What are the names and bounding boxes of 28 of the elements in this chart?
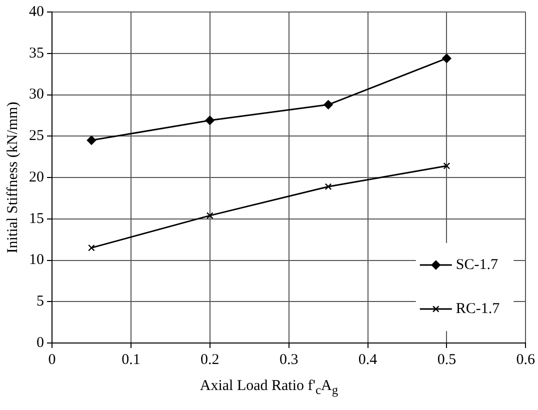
y-tick-label: 5: [36, 294, 44, 310]
point: [205, 116, 214, 126]
x-axis-title: Axial Load Ratio f'$_{c}$A$_{g}$: [198, 378, 340, 398]
y-tick-label: 15: [29, 210, 44, 227]
legend-label: RC-1.7: [456, 300, 500, 317]
point: [86, 136, 96, 145]
point: [442, 54, 452, 63]
point: [443, 162, 450, 170]
x-tick-label: 0.5: [437, 352, 456, 368]
x-tick-label: 0: [48, 352, 56, 368]
x-tick-label: 0.2: [200, 352, 220, 368]
y-tick-label: 40: [29, 4, 44, 20]
point: [324, 183, 332, 190]
x-tick-label: 0.6: [516, 352, 536, 368]
y-tick-label: 30: [29, 86, 44, 103]
y-tick-label: 0: [36, 334, 44, 351]
x-tick-label: 0.1: [122, 352, 140, 368]
y-tick-label: 20: [29, 169, 44, 186]
x-tick-label: 0.4: [358, 352, 378, 368]
x-tick-label: 0.3: [279, 352, 298, 368]
point: [88, 244, 95, 252]
point: [206, 212, 214, 219]
y-axis-title: Initial Stiffness (kN/mm): [4, 102, 21, 254]
point: [324, 100, 333, 110]
y-tick-label: 35: [29, 45, 44, 62]
y-tick-label: 25: [29, 128, 44, 144]
legend-label: SC-1.7: [456, 256, 498, 273]
y-tick-label: 10: [29, 252, 44, 268]
